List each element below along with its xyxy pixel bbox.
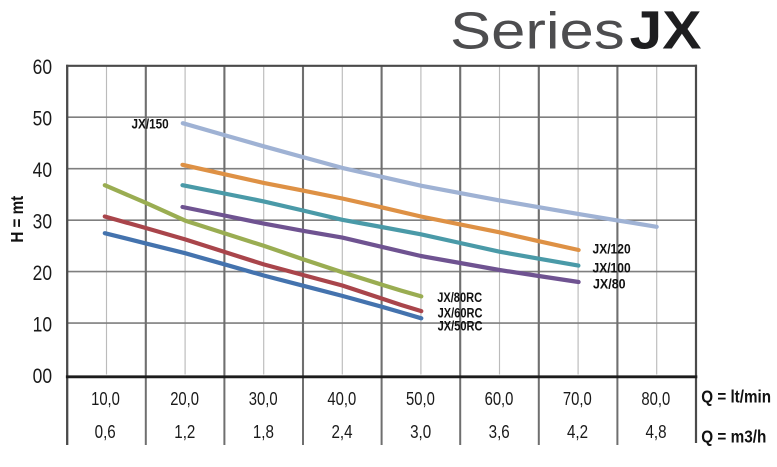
svg-text:0,6: 0,6: [95, 422, 116, 443]
svg-text:30: 30: [33, 210, 52, 234]
svg-text:10: 10: [33, 313, 52, 337]
svg-text:60: 60: [33, 55, 52, 79]
svg-text:70,0: 70,0: [563, 388, 592, 409]
svg-text:H = mt: H = mt: [8, 195, 27, 242]
svg-text:4,2: 4,2: [567, 422, 588, 443]
svg-text:20: 20: [33, 261, 52, 285]
svg-text:JX/100: JX/100: [593, 260, 631, 276]
svg-text:JX/80: JX/80: [593, 276, 626, 292]
svg-text:JX: JX: [630, 0, 702, 60]
svg-text:JX/80RC: JX/80RC: [437, 290, 482, 306]
svg-text:1,8: 1,8: [253, 422, 274, 443]
svg-text:JX/150: JX/150: [132, 116, 169, 132]
svg-text:2,4: 2,4: [331, 422, 352, 443]
svg-text:Series: Series: [450, 2, 625, 60]
svg-text:4,8: 4,8: [645, 422, 666, 443]
svg-text:80,0: 80,0: [641, 388, 670, 409]
svg-text:50: 50: [33, 107, 52, 131]
svg-text:JX/50RC: JX/50RC: [438, 318, 483, 334]
svg-text:60,0: 60,0: [485, 388, 514, 409]
svg-text:1,2: 1,2: [174, 422, 195, 443]
svg-text:3,0: 3,0: [410, 422, 431, 443]
svg-text:40,0: 40,0: [327, 388, 356, 409]
svg-text:3,6: 3,6: [489, 422, 510, 443]
svg-text:Q = m3/h: Q = m3/h: [701, 426, 766, 446]
svg-text:20,0: 20,0: [170, 388, 199, 409]
svg-text:JX/60RC: JX/60RC: [438, 305, 483, 321]
svg-text:JX/120: JX/120: [593, 241, 631, 257]
svg-text:50,0: 50,0: [406, 388, 435, 409]
svg-text:10,0: 10,0: [91, 388, 120, 409]
svg-text:30,0: 30,0: [249, 388, 278, 409]
svg-text:40: 40: [33, 158, 52, 182]
svg-text:00: 00: [33, 364, 52, 388]
svg-text:Q = lt/min: Q = lt/min: [701, 386, 771, 407]
